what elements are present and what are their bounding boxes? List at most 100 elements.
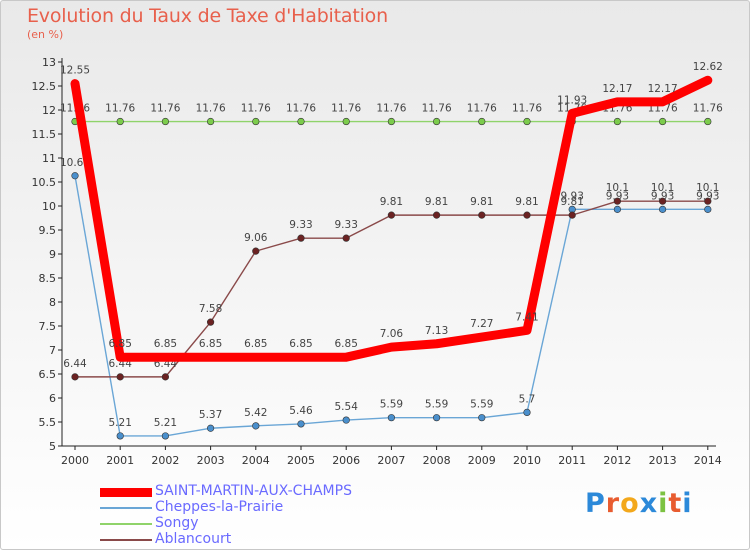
legend-swatch [100, 487, 152, 497]
data-point-cheppes-la-prairie [523, 408, 531, 417]
data-label-cheppes-la-prairie: 9.93 [561, 190, 584, 202]
logo-letter: i [658, 488, 669, 519]
data-label-saint-martin-aux-champs: 7.06 [380, 328, 404, 340]
y-tick-label: 7.5 [39, 320, 57, 333]
data-label-saint-martin-aux-champs: 11.93 [557, 94, 587, 106]
logo-letter: t [668, 488, 683, 519]
data-label-songy: 11.76 [331, 103, 361, 115]
data-label-saint-martin-aux-champs: 6.85 [244, 338, 267, 350]
data-label-ablancourt: 10.1 [606, 182, 629, 194]
legend-label: Songy [155, 515, 199, 531]
data-label-songy: 11.76 [241, 103, 271, 115]
data-point-songy [704, 117, 712, 126]
data-point-songy [342, 117, 350, 126]
data-label-songy: 11.76 [150, 103, 180, 115]
legend-label: Ablancourt [155, 531, 232, 547]
data-label-saint-martin-aux-champs: 6.85 [289, 338, 312, 350]
data-label-saint-martin-aux-champs: 12.17 [648, 83, 678, 95]
series-line-saint-martin-aux-champs [70, 75, 713, 362]
data-label-ablancourt: 7.58 [199, 303, 222, 315]
x-tick-label: 2004 [242, 454, 270, 467]
legend-swatch [100, 523, 152, 525]
data-label-ablancourt: 9.81 [515, 196, 538, 208]
legend-item-ablancourt: Ablancourt [100, 531, 420, 548]
data-label-songy: 11.76 [467, 103, 497, 115]
data-label-ablancourt: 9.33 [289, 219, 312, 231]
legend-item-saint-martin-aux-champs: SAINT-MARTIN-AUX-CHAMPS [100, 483, 420, 500]
data-point-cheppes-la-prairie [704, 205, 712, 213]
x-tick-label: 2000 [61, 454, 89, 467]
y-tick-label: 12 [42, 104, 56, 117]
x-tick-label: 2007 [377, 454, 405, 467]
data-point-ablancourt [613, 197, 622, 205]
data-point-ablancourt [658, 197, 667, 205]
data-label-songy: 11.76 [196, 103, 226, 115]
x-tick-label: 2002 [151, 454, 179, 467]
proxiti-logo: Proxiti [585, 488, 693, 519]
x-tick-label: 2010 [513, 454, 541, 467]
x-tick-label: 2012 [603, 454, 631, 467]
data-point-cheppes-la-prairie [658, 205, 667, 213]
data-label-ablancourt: 9.81 [561, 196, 584, 208]
y-tick-label: 6.5 [39, 368, 57, 381]
logo-letter: i [682, 488, 693, 519]
data-label-ablancourt: 10.1 [651, 182, 674, 194]
data-label-songy: 11.76 [286, 103, 316, 115]
data-point-cheppes-la-prairie [478, 414, 486, 422]
data-point-ablancourt [523, 211, 531, 219]
data-label-cheppes-la-prairie: 9.93 [651, 190, 674, 202]
data-point-cheppes-la-prairie [71, 172, 79, 180]
data-point-cheppes-la-prairie [613, 205, 622, 213]
data-label-cheppes-la-prairie: 5.21 [109, 417, 132, 429]
data-label-cheppes-la-prairie: 10.63 [60, 157, 90, 169]
data-label-ablancourt: 9.81 [470, 196, 493, 208]
data-point-songy [116, 117, 124, 126]
legend-item-cheppes-la-prairie: Cheppes-la-Prairie [100, 499, 420, 516]
data-label-cheppes-la-prairie: 9.93 [696, 190, 719, 202]
data-point-ablancourt [297, 234, 305, 242]
y-tick-label: 8.5 [39, 272, 57, 285]
data-point-cheppes-la-prairie [387, 414, 396, 422]
data-point-ablancourt [478, 211, 486, 219]
data-label-songy: 11.76 [376, 103, 406, 115]
data-point-ablancourt [568, 211, 576, 219]
data-point-ablancourt [433, 211, 441, 219]
x-tick-label: 2009 [468, 454, 496, 467]
data-point-songy [252, 117, 260, 126]
data-point-songy [161, 117, 169, 126]
data-label-saint-martin-aux-champs: 6.85 [335, 338, 358, 350]
y-tick-label: 9 [49, 248, 56, 261]
data-point-songy [433, 117, 441, 126]
data-label-songy: 11.76 [512, 103, 542, 115]
data-point-ablancourt [116, 373, 124, 381]
data-point-ablancourt [161, 373, 169, 381]
chart-title: Evolution du Taux de Taxe d'Habitation [27, 5, 388, 27]
data-label-cheppes-la-prairie: 5.21 [154, 417, 177, 429]
x-tick-label: 2003 [197, 454, 225, 467]
logo-letter: x [639, 488, 659, 519]
data-label-saint-martin-aux-champs: 12.17 [602, 83, 632, 95]
data-label-saint-martin-aux-champs: 6.85 [199, 338, 222, 350]
data-label-ablancourt: 9.06 [244, 232, 268, 244]
data-label-cheppes-la-prairie: 5.59 [470, 399, 493, 411]
data-label-saint-martin-aux-champs: 12.62 [693, 61, 723, 73]
y-tick-label: 7 [49, 344, 56, 357]
data-label-saint-martin-aux-champs: 7.27 [470, 318, 493, 330]
data-label-ablancourt: 9.33 [335, 219, 358, 231]
data-point-songy [658, 117, 667, 126]
data-point-ablancourt [207, 318, 215, 326]
data-label-cheppes-la-prairie: 5.46 [289, 405, 313, 417]
data-point-songy [207, 117, 215, 126]
y-tick-label: 9.5 [39, 224, 57, 237]
data-label-cheppes-la-prairie: 5.54 [335, 401, 359, 413]
chart-subtitle: (en %) [27, 28, 64, 41]
legend-label: SAINT-MARTIN-AUX-CHAMPS [155, 483, 352, 499]
data-label-songy: 11.76 [105, 103, 135, 115]
data-point-ablancourt [387, 211, 396, 219]
legend: SAINT-MARTIN-AUX-CHAMPS Cheppes-la-Prairi… [100, 483, 420, 548]
legend-swatch [100, 539, 152, 541]
x-tick-label: 2008 [423, 454, 451, 467]
data-label-saint-martin-aux-champs: 7.41 [515, 311, 538, 323]
logo-letter: r [605, 488, 621, 519]
data-point-songy [297, 117, 305, 126]
